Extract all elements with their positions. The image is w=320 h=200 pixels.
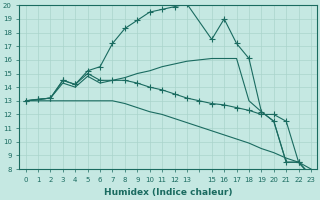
X-axis label: Humidex (Indice chaleur): Humidex (Indice chaleur) [104, 188, 233, 197]
